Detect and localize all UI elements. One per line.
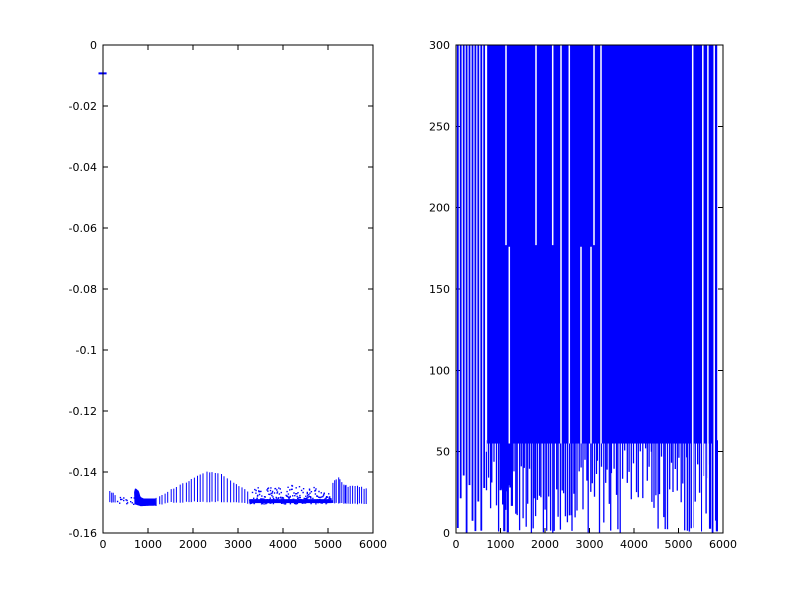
stem-lower-spikes	[708, 440, 718, 533]
left-y-tick-label: -0.14	[69, 466, 97, 479]
stem-bar	[471, 45, 474, 521]
right-y-tick-label: 250	[429, 120, 450, 133]
tick-marks	[102, 44, 374, 534]
left-y-tick-label: -0.04	[69, 161, 97, 174]
right-y-tick-label: 50	[436, 446, 450, 459]
left-y-tick-label: -0.1	[76, 344, 97, 357]
band-solid-segment	[134, 488, 157, 507]
right-y-tick-label: 100	[429, 364, 450, 377]
right-y-tick-label: 200	[429, 202, 450, 215]
right-x-tick-label: 4000	[620, 538, 648, 551]
band-speckle	[116, 484, 333, 505]
stem-lower-spikes	[485, 440, 501, 532]
stem-lower-spikes	[499, 440, 513, 533]
band-strokes	[109, 471, 367, 506]
stem-bar	[459, 45, 462, 499]
right-x-tick-label: 1000	[487, 538, 515, 551]
left-y-tick-label: -0.08	[69, 283, 97, 296]
stem-lower-spikes	[533, 440, 572, 533]
stem-lower-spikes	[651, 440, 688, 531]
left-x-tick-label: 1000	[134, 538, 162, 551]
stem-mass	[487, 45, 718, 444]
right-plot-data	[456, 45, 718, 533]
right-x-tick-label: 0	[453, 538, 460, 551]
stem-lower-spikes	[511, 440, 534, 533]
right-x-tick-label: 6000	[709, 538, 737, 551]
stem-bar	[465, 45, 468, 533]
stem-bar	[474, 45, 477, 532]
right-plot-axes: 0 1000 2000 3000 4000 5000 6000 0 50 100 150 200 250…	[429, 39, 737, 551]
right-x-tick-label: 2000	[531, 538, 559, 551]
left-x-tick-label: 0	[100, 538, 107, 551]
left-x-tick-label: 4000	[269, 538, 297, 551]
left-x-tick-label: 2000	[179, 538, 207, 551]
stem-lower-spikes	[686, 440, 711, 532]
right-y-tick-label: 150	[429, 283, 450, 296]
left-x-tick-label: 3000	[224, 538, 252, 551]
left-y-tick-label: -0.12	[69, 405, 97, 418]
right-y-tick-label: 300	[429, 39, 450, 52]
stem-lower-spikes	[571, 440, 612, 533]
white-gap-lines	[485, 45, 715, 533]
left-y-tick-label: -0.06	[69, 222, 97, 235]
right-plot-box	[455, 44, 724, 534]
left-x-tick-label: 5000	[314, 538, 342, 551]
stem-bar	[483, 45, 486, 488]
stem-lower-spikes	[610, 440, 653, 533]
right-y-tick-label: 0	[443, 527, 450, 540]
stem-bar	[480, 45, 483, 531]
right-x-tick-label: 5000	[665, 538, 693, 551]
stem-bar	[468, 45, 471, 486]
stem-bar	[456, 45, 459, 528]
left-x-tick-label: 6000	[359, 538, 387, 551]
left-y-tick-label: -0.02	[69, 100, 97, 113]
left-plot-data	[98, 72, 367, 507]
left-y-tick-label: 0	[90, 39, 97, 52]
stem-bar	[477, 45, 480, 502]
stem-bar	[462, 45, 465, 476]
left-y-tick-label: -0.16	[69, 527, 97, 540]
left-plot-box	[102, 44, 374, 534]
right-x-tick-label: 3000	[576, 538, 604, 551]
left-plot-axes: 0 1000 2000 3000 4000 5000 6000 0 -0.02 -0.04 -0.0…	[69, 39, 387, 551]
